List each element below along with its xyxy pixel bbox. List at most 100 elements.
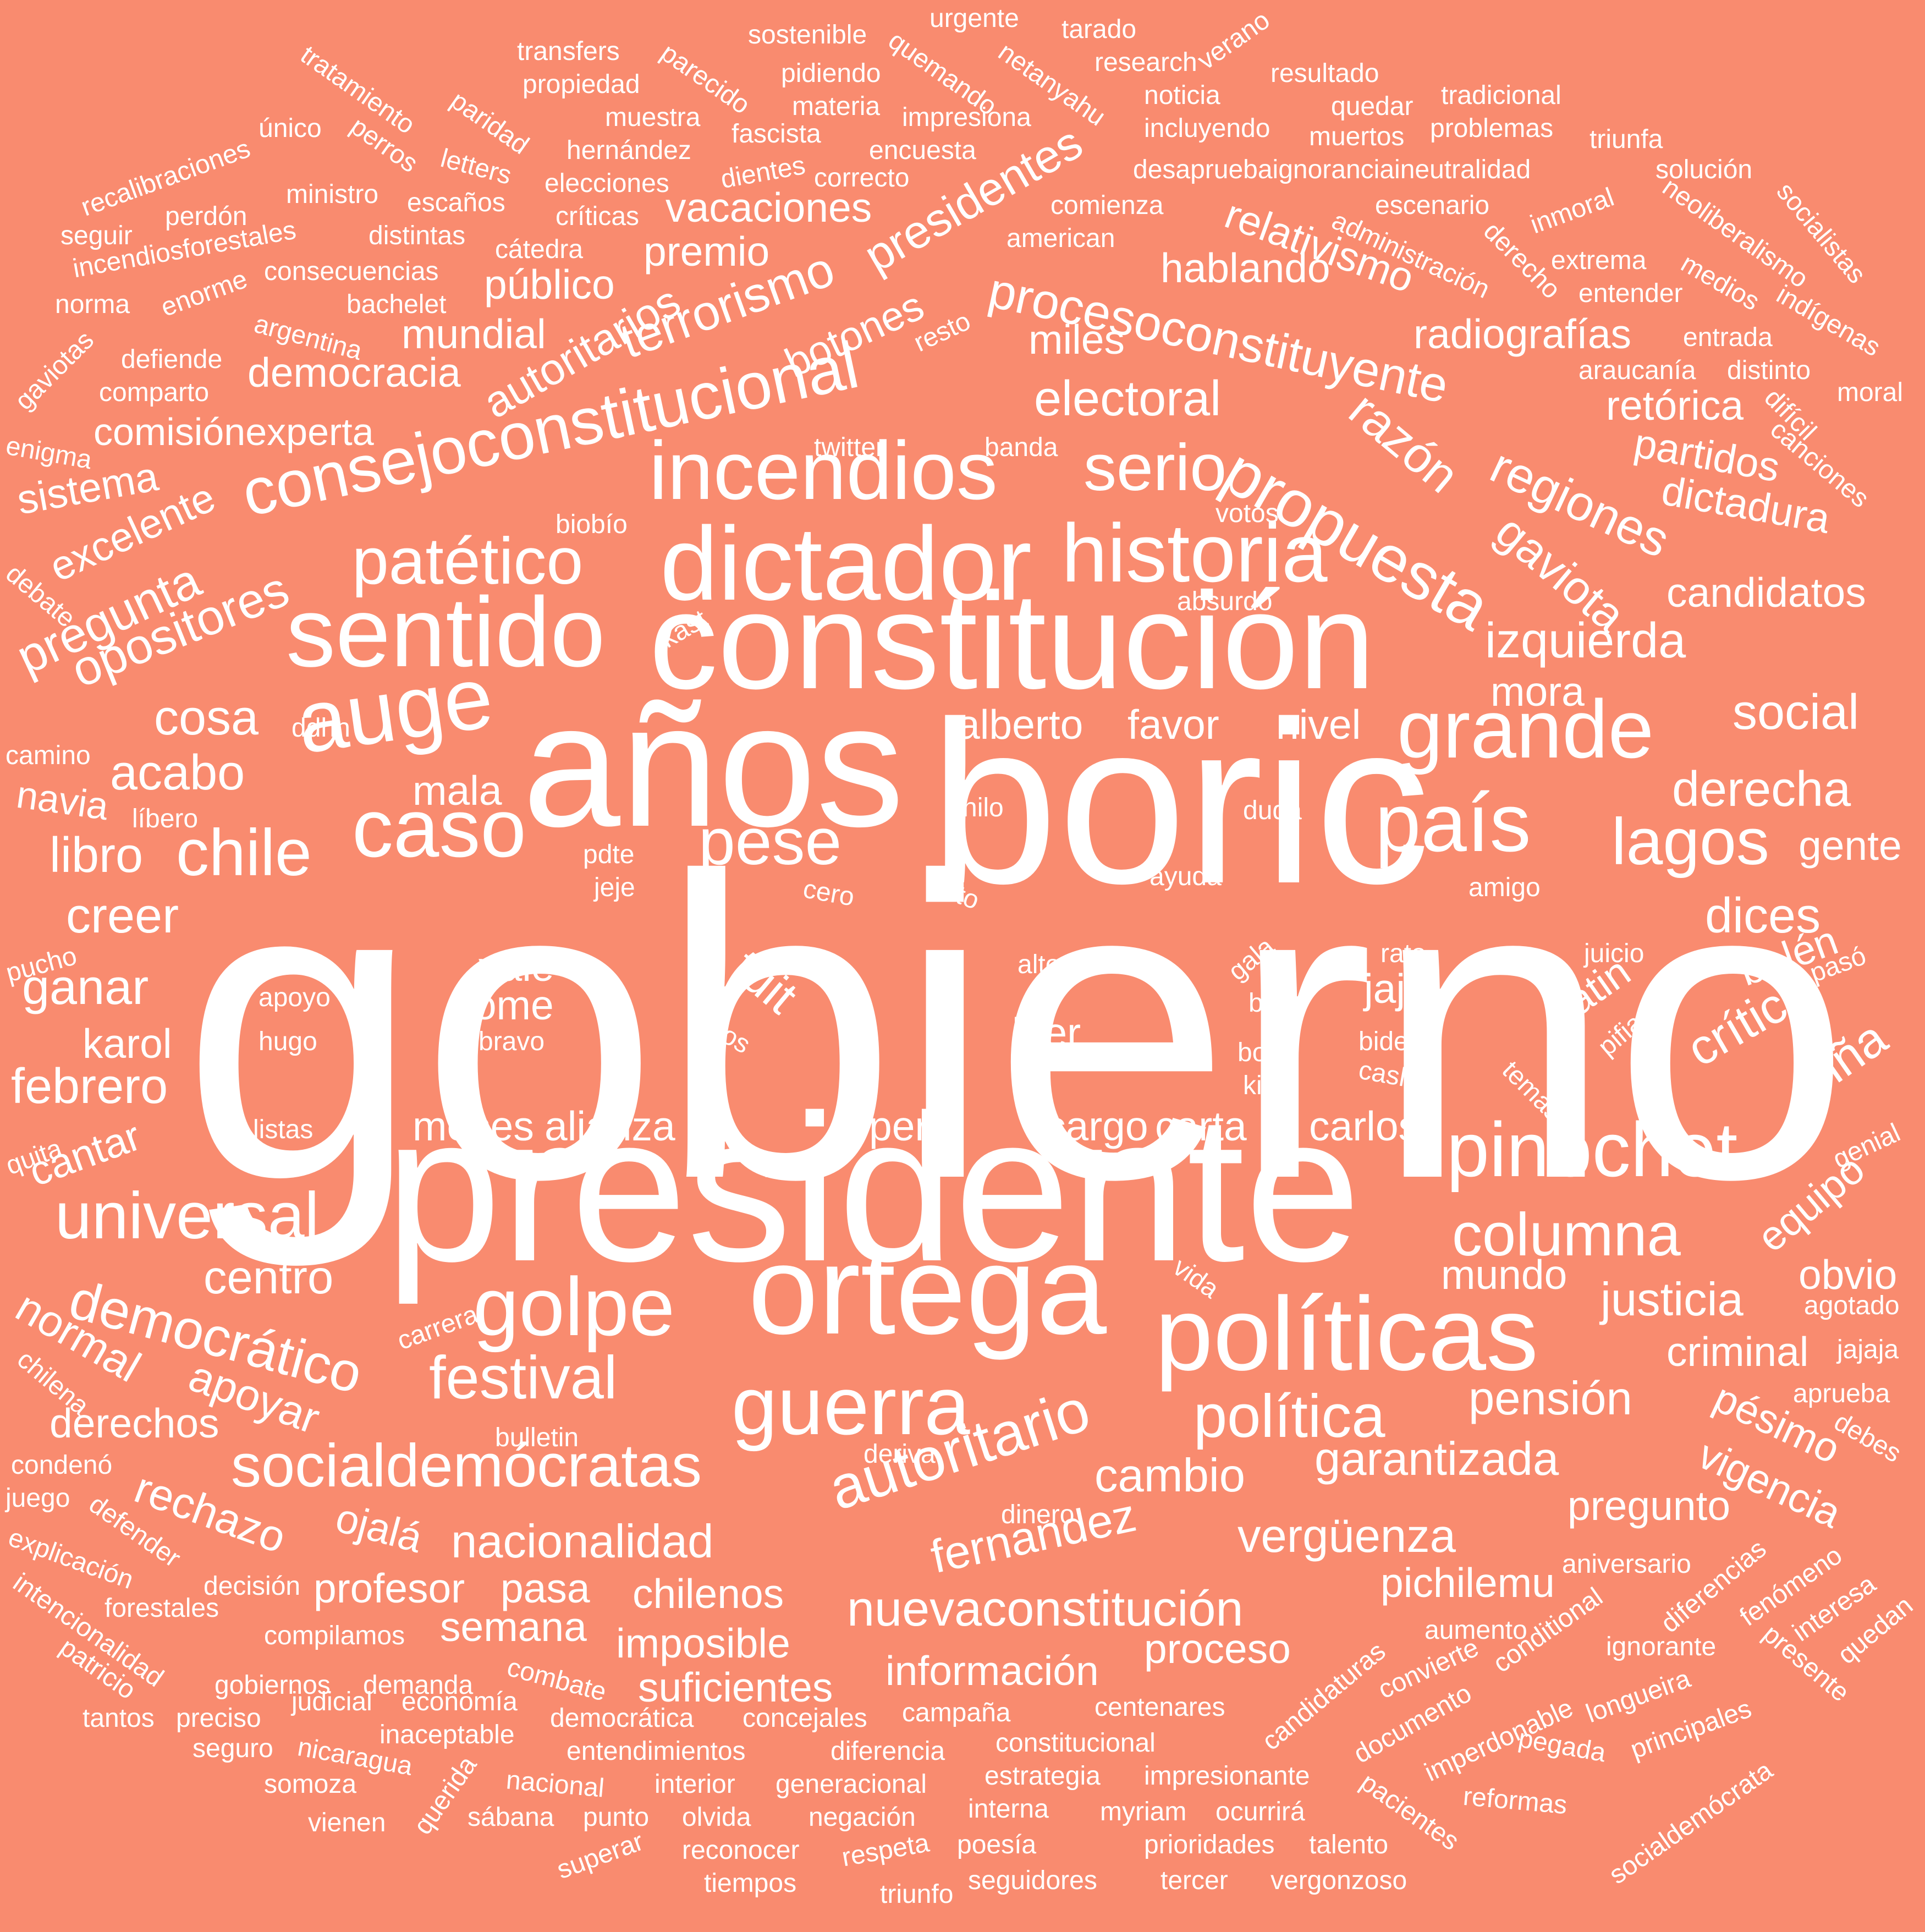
word-ignorante: ignorante [1606,1632,1717,1661]
word-izquierda: izquierda [1485,613,1686,668]
word-social: social [1733,685,1860,740]
word-apoyo: apoyo [258,983,331,1012]
word-seguir: seguir [61,221,133,250]
word-hablando: hablando [1160,245,1330,291]
word-auge: auge [291,647,499,772]
word-olvida: olvida [682,1803,751,1832]
word-suficientes: suficientes [638,1664,833,1710]
word-reformas: reformas [1462,1781,1569,1820]
word-karol: karol [82,1020,172,1067]
word-alto: alto [1018,950,1060,979]
word-ganar: ganar [22,960,149,1015]
word-jajaja: jajaja [1837,1335,1899,1364]
word-caso: caso [352,782,526,874]
word-impresionante: impresionante [1144,1761,1310,1791]
word-tradicional: tradicional [1441,81,1561,110]
word-agotado: agotado [1804,1291,1900,1320]
word-materia: materia [792,92,881,121]
word-generacional: generacional [776,1770,927,1799]
word-miles: miles [1028,316,1125,363]
word-inmoral: inmoral [1526,182,1618,240]
word-ddhh: ddhh [292,713,350,743]
word-unico: único [258,114,322,143]
word-chile: chile [176,816,312,890]
word-retorica: retórica [1606,382,1744,429]
word-derecha: derecha [1672,762,1851,817]
word-indigenas: indígenas [1771,279,1885,363]
word-hilo: hilo [963,793,1004,822]
word-entrada: entrada [1683,323,1773,352]
word-juego: juego [6,1484,70,1513]
word-pregunto: pregunto [1568,1483,1731,1529]
word-tarado: tarado [1062,15,1137,44]
word-enorme: enorme [157,264,251,323]
word-boric: boric [930,674,1431,932]
word-nuevaconstitucion: nuevaconstitución [847,1582,1244,1637]
word-festival: festival [429,1344,618,1412]
word-correcto: correcto [814,163,910,193]
word-aumento: aumento [1425,1616,1527,1645]
word-rato: rato [1380,939,1426,968]
word-vacaciones: vacaciones [666,184,872,230]
word-pidiendo: pidiendo [781,59,881,88]
word-kiev: kiev [1243,1071,1290,1100]
word-urgente: urgente [930,4,1019,33]
word-consecuencias: consecuencias [264,257,439,286]
word-publico: público [484,261,615,308]
word-centro: centro [204,1252,334,1304]
word-columna: columna [1452,1201,1681,1269]
word-creer: creer [66,888,179,943]
word-desapruebaignorancianeutralidad: desapruebaignoranciaineutralidad [1133,155,1531,184]
word-somoza: somoza [264,1770,357,1799]
word-navia: navia [14,772,111,828]
word-pasa: pasa [501,1565,590,1611]
word-poesia: poesía [957,1830,1037,1859]
word-incendios: incendios [649,424,998,517]
word-premio: premio [644,228,770,275]
word-derechos: derechos [50,1400,219,1446]
word-propiedad: propiedad [522,70,640,99]
word-imposible: imposible [616,1620,790,1666]
word-perdon: perdón [165,202,248,231]
word-transfers: transfers [517,37,620,66]
word-entendimientos: entendimientos [566,1737,746,1766]
word-biobio: biobío [556,510,628,539]
word-politica: política [1194,1382,1385,1450]
word-moral: moral [1837,378,1904,407]
word-pdte: pdte [583,840,635,869]
word-escenario: escenario [1375,191,1490,220]
word-carta: carta [1155,1103,1247,1149]
word-banda: banda [985,433,1058,462]
word-nacionalidad: nacionalidad [451,1516,714,1568]
word-seguidores: seguidores [968,1866,1097,1895]
word-ortega: ortega [748,1219,1107,1360]
word-condeno: condenó [11,1451,113,1480]
word-forestales: forestales [105,1594,219,1623]
word-quedar: quedar [1331,92,1414,121]
word-negacion: negación [809,1803,916,1832]
word-bulletin: bulletin [495,1423,579,1452]
word-dinero: dinero [1001,1500,1075,1529]
word-votos: votos [1216,499,1279,528]
word-american: american [1007,224,1115,253]
word-proceso: proceso [1144,1626,1291,1672]
word-obvio: obvio [1799,1252,1898,1298]
word-constitucional: constitucional [996,1728,1156,1758]
word-pese: pese [698,805,842,879]
word-distintas: distintas [369,221,466,250]
word-tantos: tantos [82,1704,155,1733]
word-nivel: nivel [1276,701,1361,748]
word-catedra: cátedra [495,235,584,264]
word-bravo: bravo [479,1027,545,1056]
word-absurdo: absurdo [1177,587,1273,616]
word-preciso: preciso [176,1704,261,1733]
word-serio: serio [1084,431,1227,504]
word-combate: combate [504,1653,609,1707]
word-garantizada: garantizada [1314,1433,1559,1485]
word-talento: talento [1309,1830,1389,1859]
word-socialdemocrata: socialdemócrata [1604,1755,1778,1890]
word-listas: listas [253,1115,314,1144]
word-mora: mora [1491,668,1585,715]
word-criticas: críticas [556,202,640,231]
